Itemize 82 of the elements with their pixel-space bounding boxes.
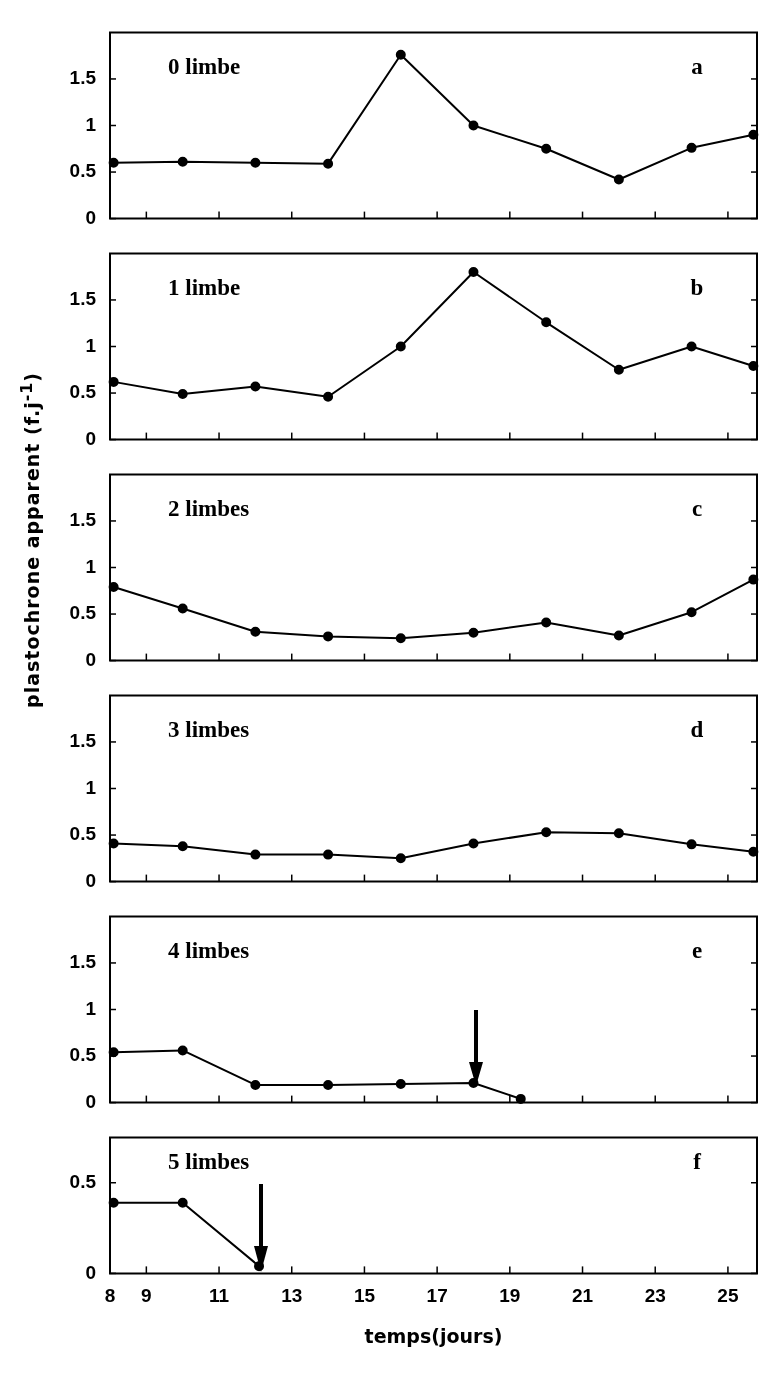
text: 1 limbe (168, 274, 241, 300)
point (395, 1078, 406, 1089)
point (250, 626, 261, 637)
point (177, 603, 188, 614)
point (541, 617, 552, 628)
x-tick-label: 15 (353, 1285, 376, 1307)
point (323, 391, 334, 402)
annotation: a (691, 53, 704, 79)
point (395, 49, 406, 60)
annotation: f (693, 1148, 702, 1174)
point (686, 839, 697, 850)
point (250, 849, 261, 860)
point (250, 381, 261, 392)
y-tick-label: 0.5 (69, 823, 97, 845)
point (686, 607, 697, 618)
point (468, 627, 479, 638)
point (468, 267, 479, 278)
y-tick-label: 1.5 (69, 730, 97, 752)
y-tick-label: 0.5 (69, 160, 97, 182)
x-tick-label: 13 (281, 1285, 303, 1307)
point (250, 1079, 261, 1090)
text: 2 limbes (168, 495, 250, 521)
annotation: d (690, 716, 704, 742)
point (177, 1045, 188, 1056)
point (541, 317, 552, 328)
y-tick-label: 0 (85, 427, 96, 449)
point (541, 143, 552, 154)
point (177, 841, 188, 852)
x-axis-title: temps(jours) (364, 1324, 503, 1347)
y-tick-label: 0.5 (69, 602, 97, 624)
point (686, 142, 697, 153)
x-tick-label: 23 (644, 1285, 666, 1307)
y-tick-label: 0.5 (69, 1044, 97, 1066)
point (613, 630, 624, 641)
text: 5 limbes (168, 1148, 250, 1174)
annotation: b (690, 274, 704, 300)
point (323, 849, 334, 860)
point (468, 838, 479, 849)
x-tick-label: 25 (717, 1285, 739, 1307)
x-tick-label: 17 (426, 1285, 448, 1307)
point (613, 364, 624, 375)
annotation: e (691, 937, 703, 963)
point (468, 1078, 479, 1089)
point (323, 631, 334, 642)
text: 3 limbes (168, 716, 250, 742)
y-tick-label: 0 (85, 1261, 96, 1283)
y-tick-label: 0 (85, 1090, 96, 1112)
x-tick-label: 8 (104, 1285, 116, 1307)
point (395, 853, 406, 864)
point (395, 633, 406, 644)
point (613, 174, 624, 185)
point (541, 827, 552, 838)
y-tick-label: 1 (85, 334, 97, 356)
y-tick-label: 0 (85, 648, 96, 670)
y-tick-label: 1.5 (69, 288, 97, 310)
text: 4 limbes (168, 937, 250, 963)
point (250, 157, 261, 168)
point (613, 828, 624, 839)
y-tick-label: 1.5 (69, 951, 97, 973)
point (177, 156, 188, 167)
point (395, 341, 406, 352)
x-tick-label: 11 (209, 1285, 230, 1307)
y-tick-label: 1.5 (69, 509, 97, 531)
point (468, 120, 479, 131)
y-tick-label: 0 (85, 869, 96, 891)
x-tick-label: 21 (571, 1285, 594, 1307)
y-tick-label: 0.5 (69, 381, 97, 403)
y-tick-label: 1 (85, 776, 97, 798)
point (177, 388, 188, 399)
x-tick-label: 19 (499, 1285, 521, 1307)
y-tick-label: 1 (85, 113, 97, 135)
point (686, 341, 697, 352)
x-tick-label: 9 (141, 1285, 152, 1307)
y-tick-label: 0.5 (69, 1170, 97, 1192)
text: 0 limbe (168, 53, 241, 79)
annotation: c (691, 495, 703, 521)
y-tick-label: 1.5 (69, 67, 97, 89)
point (323, 1079, 334, 1090)
point (323, 158, 334, 169)
y-tick-label: 1 (85, 555, 97, 577)
y-tick-label: 1 (85, 997, 97, 1019)
y-tick-label: 0 (85, 206, 96, 228)
